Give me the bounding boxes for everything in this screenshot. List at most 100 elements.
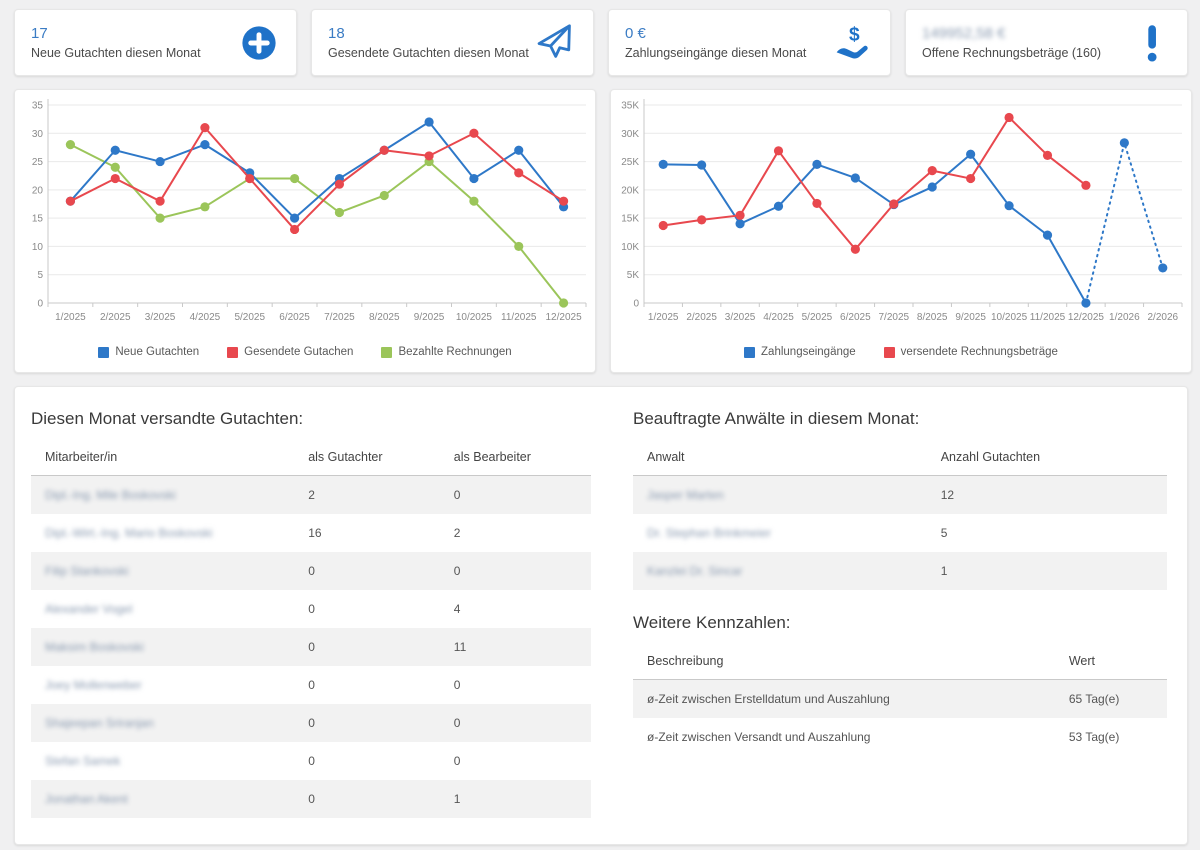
card-label: Zahlungseingänge diesen Monat [625, 45, 807, 60]
legend-swatch [381, 346, 393, 358]
svg-text:5/2025: 5/2025 [802, 312, 833, 323]
row-label: Shajeepan Sriranjan [45, 716, 154, 730]
table-cell: 5 [927, 514, 1167, 552]
card-gesendete-gutachten[interactable]: 18 Gesendete Gutachten diesen Monat [311, 9, 594, 76]
column-header: Beschreibung [633, 648, 1055, 680]
row-value: 2 [308, 488, 315, 502]
table-row: Jonathan Akent 0 1 [31, 780, 591, 818]
table-cell: Dipl.-Ing. Mile Boskovski [31, 475, 295, 514]
svg-text:12/2025: 12/2025 [1068, 312, 1105, 323]
zahlungen-line-chart[interactable]: 0 5K 10K 15K 20K 25K 30K 35K 1/2025 2/2025 3/2025 4… [614, 95, 1188, 345]
hand-dollar-icon: $ [832, 23, 872, 63]
row-value: 1 [940, 564, 948, 578]
row-value: 0 [453, 488, 461, 502]
svg-text:11/2025: 11/2025 [501, 312, 537, 323]
row-label: Alexander Vogel [45, 602, 133, 616]
row-label: Kanzlei Dr. Sincar [647, 564, 743, 578]
legend-item-bezahlte-rechnungen[interactable]: Bezahlte Rechnungen [381, 346, 512, 358]
svg-text:35: 35 [32, 101, 44, 112]
legend-item-versendete-rechnungsbeträge[interactable]: versendete Rechnungsbeträge [883, 346, 1058, 358]
section-title: Weitere Kennzahlen: [633, 613, 791, 632]
stat-cards-row: 17 Neue Gutachten diesen Monat 18 Gesend… [14, 9, 1188, 76]
legend-swatch [227, 346, 239, 358]
legend-label: Bezahlte Rechnungen [398, 346, 512, 358]
legend-label: Gesendete Gutachen [244, 346, 354, 358]
row-value: 4 [453, 602, 461, 616]
legend-item-gesendete-gutachen[interactable]: Gesendete Gutachen [227, 346, 353, 358]
legend-item-neue-gutachten[interactable]: Neue Gutachten [98, 346, 199, 358]
svg-text:25: 25 [32, 157, 44, 168]
table-cell: 2 [440, 514, 591, 552]
table-cell: Kanzlei Dr. Sincar [633, 552, 927, 590]
table-cell: 65 Tag(e) [1054, 679, 1167, 718]
gutachten-chart-legend: Neue Gutachten Gesendete Gutachen Bezahlte… [18, 346, 592, 358]
table-cell: 0 [439, 475, 591, 514]
svg-text:1/2025: 1/2025 [55, 312, 86, 323]
svg-text:0: 0 [37, 299, 43, 310]
svg-text:2/2026: 2/2026 [1147, 312, 1178, 323]
legend-label: Zahlungseingänge [761, 346, 856, 358]
svg-text:3/2025: 3/2025 [145, 312, 176, 323]
column-header: als Bearbeiter [439, 444, 591, 476]
card-value: 149952,58 € [922, 24, 1006, 42]
row-value: 0 [308, 754, 315, 768]
row-value: 12 [940, 488, 955, 502]
card-text: 17 Neue Gutachten diesen Monat [31, 26, 201, 60]
row-value: 53 Tag(e) [1068, 730, 1120, 744]
row-value: 16 [308, 526, 322, 540]
legend-swatch [883, 346, 895, 358]
svg-text:11/2025: 11/2025 [1030, 312, 1066, 323]
gutachten-table: Mitarbeiter/in als Gutachter als Bearbeite… [31, 444, 591, 818]
row-value: 0 [453, 564, 461, 578]
row-label: ø-Zeit zwischen Versandt und Auszahlung [647, 730, 871, 744]
row-value: 0 [453, 678, 461, 692]
column-header: Anzahl Gutachten [926, 444, 1167, 476]
row-value: 0 [308, 792, 315, 806]
card-zahlungseingaenge[interactable]: 0 € Zahlungseingänge diesen Monat $ [608, 9, 891, 76]
row-label: Filip Stankovski [45, 564, 129, 578]
table-row: Dr. Stephan Brinkmeier 5 [633, 514, 1167, 552]
legend-item-zahlungseingänge[interactable]: Zahlungseingänge [744, 346, 856, 358]
svg-text:2/2025: 2/2025 [100, 312, 131, 323]
row-label: Dr. Stephan Brinkmeier [647, 526, 772, 540]
row-value: 11 [453, 640, 467, 654]
table-cell: 0 [440, 666, 591, 704]
card-offene-rechnungen[interactable]: 149952,58 € Offene Rechnungsbeträge (160… [905, 9, 1188, 76]
svg-text:30K: 30K [621, 129, 639, 140]
table-cell: 0 [439, 704, 591, 742]
table-row: Maksim Boskovski 0 11 [31, 628, 591, 666]
row-label: Dipl.-Ing. Mile Boskovski [45, 488, 176, 502]
svg-text:15: 15 [32, 214, 44, 225]
row-value: 0 [308, 678, 315, 692]
gutachten-line-chart[interactable]: 0 5 10 15 20 25 30 35 1/2025 2/2025 3/2025 4/2025 5/… [18, 95, 592, 345]
table-cell: Dipl.-Wirt.-Ing. Mario Boskovski [31, 514, 294, 552]
zahlungen-chart-panel: 0 5K 10K 15K 20K 25K 30K 35K 1/2025 2/2025 3/2025 4… [610, 89, 1192, 373]
table-row: ø-Zeit zwischen Versandt und Auszahlung 5… [633, 718, 1167, 756]
svg-text:0: 0 [633, 299, 639, 310]
charts-row: 0 5 10 15 20 25 30 35 1/2025 2/2025 3/2025 4/2025 5/… [14, 89, 1192, 373]
card-text: 149952,58 € Offene Rechnungsbeträge (160… [922, 26, 1101, 60]
column-header: als Gutachter [294, 444, 440, 476]
card-value: 17 [31, 24, 48, 42]
row-label: Jonathan Akent [45, 792, 128, 806]
svg-text:$: $ [849, 24, 860, 45]
svg-text:9/2025: 9/2025 [414, 312, 445, 323]
table-row: Jasper Marten 12 [633, 475, 1167, 514]
row-value: 65 Tag(e) [1068, 692, 1120, 706]
card-neue-gutachten[interactable]: 17 Neue Gutachten diesen Monat [14, 9, 297, 76]
svg-text:10/2025: 10/2025 [991, 312, 1028, 323]
row-label: Stefan Samek [45, 754, 121, 768]
svg-text:8/2025: 8/2025 [369, 312, 400, 323]
svg-text:8/2025: 8/2025 [917, 312, 948, 323]
svg-text:10K: 10K [621, 242, 639, 253]
card-label: Neue Gutachten diesen Monat [31, 45, 201, 60]
row-label: Joey Mollenweber [45, 678, 142, 692]
svg-text:25K: 25K [621, 157, 639, 168]
legend-swatch [98, 346, 110, 358]
table-cell: 0 [439, 552, 591, 590]
svg-text:15K: 15K [621, 214, 639, 225]
table-cell: 1 [439, 780, 591, 818]
row-value: 1 [453, 792, 461, 806]
svg-text:7/2025: 7/2025 [324, 312, 355, 323]
